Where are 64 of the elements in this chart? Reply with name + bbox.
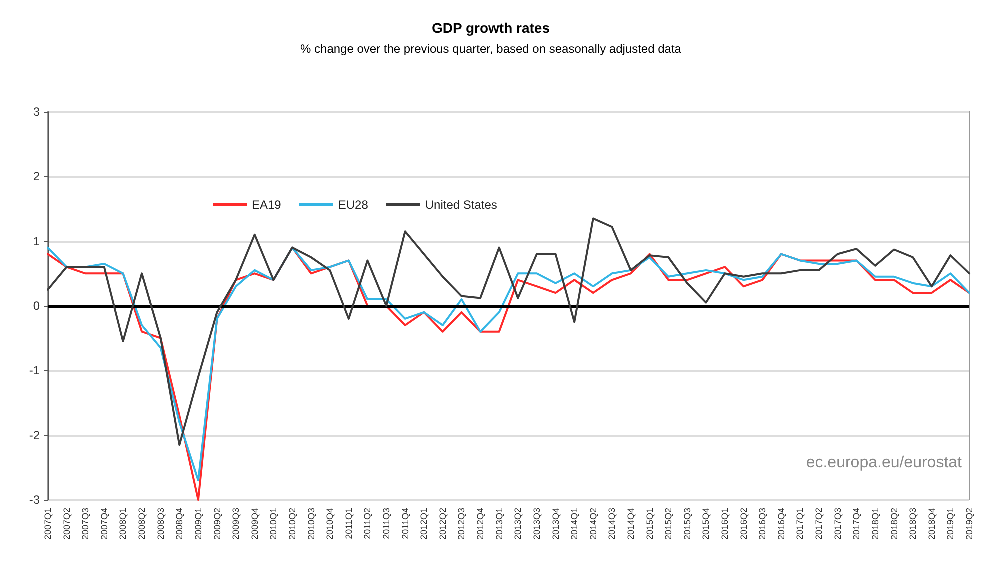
- x-tick-label: 2015Q1: [644, 508, 655, 540]
- x-tick-label: 2013Q2: [513, 508, 524, 540]
- x-tick-label: 2008Q2: [137, 508, 148, 540]
- x-tick-label: 2017Q1: [795, 508, 806, 540]
- x-tick-label: 2018Q3: [908, 508, 918, 540]
- x-tick-label: 2007Q4: [99, 508, 110, 540]
- x-tick-label: 2010Q4: [325, 508, 336, 540]
- x-tick-label: 2014Q2: [588, 508, 598, 540]
- x-tick-label: 2008Q1: [118, 508, 128, 540]
- x-tick-label: 2016Q1: [720, 508, 730, 540]
- x-tick-label: 2017Q2: [814, 508, 824, 540]
- x-tick-label: 2013Q4: [550, 508, 561, 540]
- x-tick-label: 2016Q4: [776, 508, 786, 540]
- legend-label: EU28: [338, 198, 369, 212]
- chart-subtitle: % change over the previous quarter, based on seasonally adjusted data: [300, 42, 682, 56]
- y-tick-label: 2: [33, 170, 40, 184]
- x-tick-label: 2013Q3: [532, 508, 542, 540]
- x-tick-label: 2009Q4: [250, 508, 260, 540]
- chart-title: GDP growth rates: [432, 20, 550, 36]
- x-tick-label: 2009Q1: [193, 508, 204, 540]
- y-tick-label: 1: [33, 234, 40, 248]
- line-series: [47, 218, 970, 446]
- x-tick-label: 2008Q4: [174, 508, 185, 540]
- x-tick-label: 2019Q1: [946, 508, 956, 540]
- x-tick-label: 2007Q1: [43, 508, 53, 540]
- legend-label: United States: [425, 198, 498, 212]
- x-tick-label: 2009Q3: [231, 508, 242, 540]
- x-tick-label: 2010Q3: [306, 508, 316, 540]
- x-tick-label: 2008Q3: [156, 508, 166, 540]
- legend-label: EA19: [252, 198, 282, 212]
- x-tick-label: 2009Q2: [212, 508, 222, 540]
- x-tick-label: 2014Q3: [607, 508, 618, 540]
- y-tick-label: -1: [29, 364, 40, 378]
- x-tick-label: 2011Q4: [400, 508, 410, 540]
- x-tick-label: 2012Q2: [438, 508, 448, 540]
- x-tick-label: 2013Q1: [494, 508, 504, 540]
- x-tick-label: 2012Q4: [476, 508, 486, 540]
- y-tick-label: 3: [33, 105, 40, 119]
- x-tick-label: 2012Q3: [456, 508, 467, 540]
- x-tick-label: 2015Q4: [701, 508, 712, 540]
- x-tick-label: 2011Q1: [344, 508, 354, 540]
- annotation: ec.europa.eu/eurostat: [806, 454, 963, 472]
- x-tick-label: 2019Q2: [964, 508, 974, 540]
- y-tick-label: 0: [33, 299, 40, 313]
- x-tick-label: 2011Q2: [362, 508, 373, 540]
- x-tick-label: 2017Q3: [832, 508, 843, 540]
- x-tick-label: 2014Q1: [570, 508, 580, 540]
- y-tick-label: -2: [29, 428, 40, 442]
- x-tick-label: 2018Q4: [926, 508, 937, 540]
- x-tick-label: 2017Q4: [852, 508, 862, 540]
- x-tick-label: 2012Q1: [419, 508, 430, 540]
- x-tick-label: 2015Q2: [664, 508, 674, 540]
- x-tick-label: 2016Q2: [738, 508, 749, 540]
- x-tick-label: 2011Q3: [382, 508, 392, 540]
- x-tick-label: 2018Q1: [870, 508, 880, 540]
- x-tick-label: 2007Q3: [80, 508, 91, 540]
- x-tick-label: 2016Q3: [758, 508, 768, 540]
- x-tick-label: 2010Q1: [268, 508, 279, 540]
- x-tick-label: 2007Q2: [62, 508, 72, 540]
- y-tick-label: -3: [29, 493, 40, 507]
- x-tick-label: 2018Q2: [889, 508, 900, 540]
- x-tick-label: 2015Q3: [682, 508, 692, 540]
- x-tick-label: 2010Q2: [287, 508, 298, 540]
- x-tick-label: 2014Q4: [626, 508, 636, 540]
